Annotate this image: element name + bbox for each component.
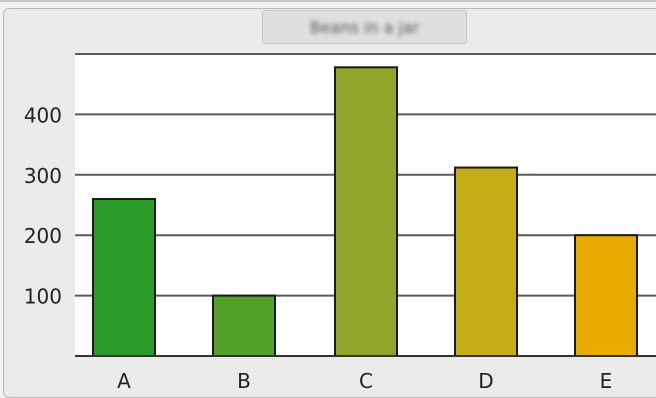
- bar-e: [574, 234, 638, 357]
- bar-chart: 100 200 300 400 A B C D E: [24, 53, 656, 392]
- x-tick-label: C: [359, 369, 373, 392]
- bar-b: [212, 294, 276, 358]
- bar-d: [454, 166, 518, 357]
- x-tick-label: E: [600, 369, 613, 392]
- bar-a: [92, 197, 156, 357]
- y-tick-label: 200: [24, 224, 62, 248]
- title-bar: Beans in a jar: [262, 10, 467, 44]
- bar-c: [334, 66, 398, 358]
- chart-title: Beans in a jar: [309, 17, 420, 37]
- x-tick-label: D: [478, 369, 493, 392]
- x-tick-label: A: [117, 369, 131, 392]
- y-tick-label: 100: [24, 285, 62, 309]
- y-tick-label: 400: [24, 103, 62, 127]
- y-tick-label: 300: [24, 164, 62, 188]
- x-tick-label: B: [237, 369, 251, 392]
